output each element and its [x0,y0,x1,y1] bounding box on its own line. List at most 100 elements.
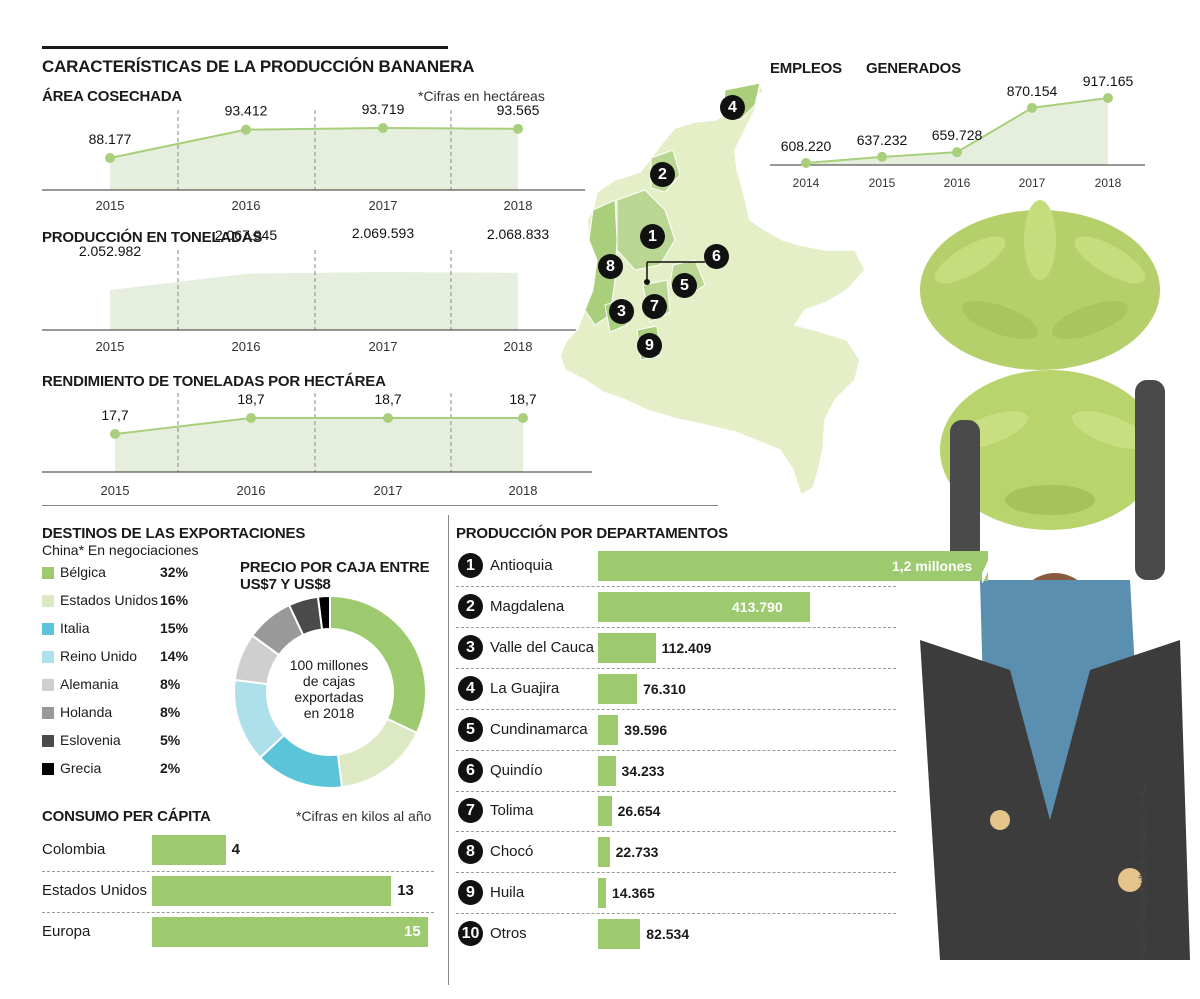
row-separator [42,912,434,913]
row-separator [456,872,896,873]
year-label: 2015 [96,339,125,354]
legend-label: Bélgica [60,564,106,580]
map-marker-4: 4 [720,95,745,120]
area-fill [110,272,518,330]
departamento-row: 7 Tolima 26.654 [456,794,976,832]
departamento-rank: 10 [458,921,483,946]
row-separator [456,750,896,751]
legend-value: 2% [160,760,181,776]
departamento-rank: 8 [458,839,483,864]
departamento-row: 5 Cundinamarca 39.596 [456,713,976,751]
data-point [241,124,251,135]
data-label: 93.565 [497,102,540,118]
area-note: *Cifras en hectáreas [418,88,545,104]
legend-value: 16% [160,592,189,608]
year-label: 2017 [369,339,398,354]
legend-swatch [42,567,54,579]
departamento-rank: 3 [458,635,483,660]
departamento-bar [598,756,616,786]
departamento-rank: 4 [458,676,483,701]
departamento-row: 6 Quindío 34.233 [456,754,976,792]
data-point [1103,93,1113,103]
departamento-name: Huila [490,884,525,901]
consumo-country: Colombia [42,841,106,858]
departamento-value: 39.596 [624,722,668,738]
consumo-bar [152,917,428,947]
departamento-name: Magdalena [490,598,565,615]
legend-value: 8% [160,704,181,720]
legend-swatch [42,763,54,775]
legend-label: Reino Unido [60,648,138,664]
year-label: 2017 [369,198,398,213]
legend-swatch [42,735,54,747]
area-fill [110,128,518,190]
data-point [877,151,887,162]
legend-value: 32% [160,564,189,580]
data-label: 18,7 [509,391,536,407]
departamento-name: Tolima [490,802,534,819]
year-label: 2016 [944,176,971,190]
year-label: 2017 [374,483,403,498]
data-label: 93.719 [362,101,405,117]
banana-bunch-top [920,200,1160,370]
departamento-row: 8 Chocó 22.733 [456,835,976,873]
legend-label: Italia [60,620,90,636]
data-point [1027,102,1037,113]
precio-heading-2: US$7 Y US$8 [240,576,331,593]
departamento-value: 413.790 [732,599,783,615]
precio-heading-1: PRECIO POR CAJA ENTRE [240,559,430,576]
data-label: 659.728 [932,127,983,143]
year-label: 2014 [793,176,820,190]
destinos-heading: DESTINOS DE LAS EXPORTACIONES [42,525,306,542]
legend-swatch [42,679,54,691]
area-fill [806,98,1108,165]
main-title: CARACTERÍSTICAS DE LA PRODUCCIÓN BANANER… [42,57,475,76]
departamento-name: La Guajira [490,680,560,697]
divider-vertical-mid [448,515,449,985]
donut-center-text: 100 millones de cajas exportadas en 2018 [280,657,378,721]
year-label: 2016 [232,198,261,213]
row-separator [456,709,896,710]
year-label: 2018 [509,483,538,498]
year-label: 2015 [869,176,896,190]
year-label: 2016 [237,483,266,498]
data-label: 88.177 [89,131,132,147]
data-point [110,429,120,439]
map-marker-1: 1 [640,224,665,249]
departamento-row: 3 Valle del Cauca 112.409 [456,631,976,669]
departamento-name: Otros [490,925,527,942]
consumo-bar [152,835,226,865]
departamento-bar [598,878,606,908]
consumo-country: Europa [42,923,91,940]
legend-item: Estados Unidos 16% [42,591,212,613]
consumo-row: Estados Unidos 13 [42,876,442,908]
departamento-bar [598,674,638,704]
title-rule [42,46,448,49]
legend-item: Holanda 8% [42,703,212,725]
destinos-subheading: China* En negociaciones [42,542,199,558]
area-fill [115,418,523,472]
departamentos-heading: PRODUCCIÓN POR DEPARTAMENTOS [456,525,728,542]
donut-center-line-4: en 2018 [303,705,355,721]
departamento-value: 76.310 [643,681,686,697]
departamento-bar [598,796,612,826]
row-separator [456,586,896,587]
data-point [378,123,388,133]
data-point [246,413,256,423]
year-label: 2018 [504,339,533,354]
legend-value: 8% [160,676,181,692]
departamento-bar [598,592,810,622]
departamento-rank: 2 [458,594,483,619]
year-label: 2017 [1019,176,1046,190]
data-label: 2.067.945 [215,227,277,243]
donut-slice [316,594,331,631]
legend-label: Eslovenia [60,732,121,748]
departamento-name: Cundinamarca [490,721,588,738]
legend-item: Reino Unido 14% [42,647,212,669]
consumo-value: 15 [404,923,421,940]
legend-item: Grecia 2% [42,759,212,781]
data-label: 870.154 [1007,83,1058,99]
donut-center-line-1: 100 millones [289,657,369,673]
departamento-name: Quindío [490,762,543,779]
departamento-rank: 1 [458,553,483,578]
